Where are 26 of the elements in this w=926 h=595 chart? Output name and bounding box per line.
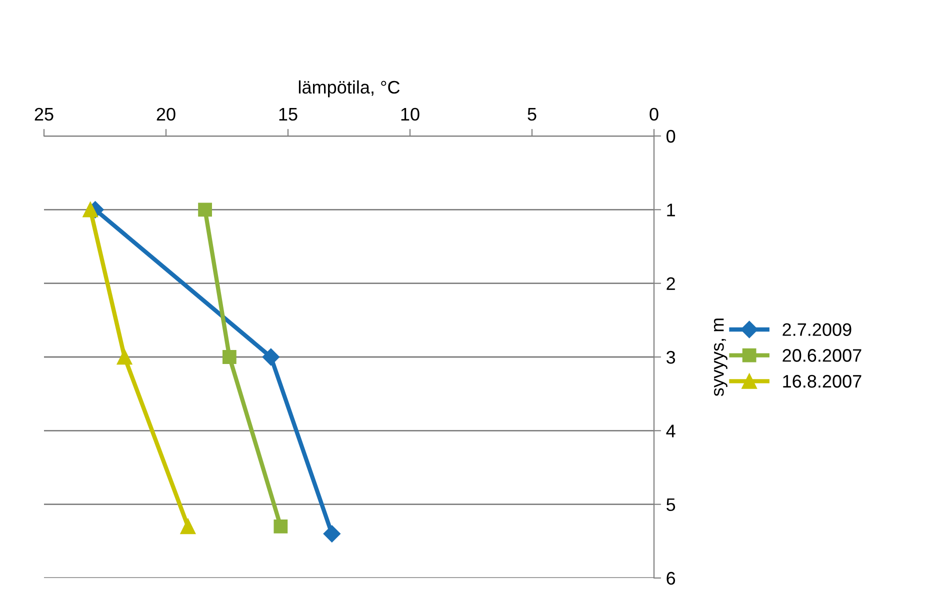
y-tick-label: 3 <box>666 350 676 364</box>
point <box>198 202 212 217</box>
y-tick-label: 5 <box>666 498 676 512</box>
x-tick-label: 20 <box>156 108 176 121</box>
x-tick-label: 0 <box>650 108 658 121</box>
legend-label: 20.6.2007 <box>782 349 862 362</box>
point <box>262 348 280 366</box>
point <box>222 350 236 364</box>
point <box>274 519 288 534</box>
y-tick-label: 1 <box>667 204 675 216</box>
y-tick-label: 0 <box>666 130 676 143</box>
point <box>82 202 98 218</box>
legend-label: 2.7.2009 <box>782 323 852 336</box>
y-tick-label: 6 <box>666 572 676 585</box>
x-axis-title: lämpötila, °C <box>298 80 400 98</box>
y-axis-title: syvyys, m <box>714 318 728 396</box>
x-tick-label: 15 <box>279 108 298 121</box>
point <box>116 349 132 365</box>
point <box>323 525 340 542</box>
x-tick-label: 25 <box>34 108 54 121</box>
y-tick-label: 4 <box>666 424 676 438</box>
legend-label: 16.8.2007 <box>783 374 862 388</box>
x-tick-label: 10 <box>401 108 420 121</box>
y-tick-label: 2 <box>666 277 675 290</box>
point <box>180 518 196 534</box>
x-tick-label: 5 <box>528 108 536 121</box>
